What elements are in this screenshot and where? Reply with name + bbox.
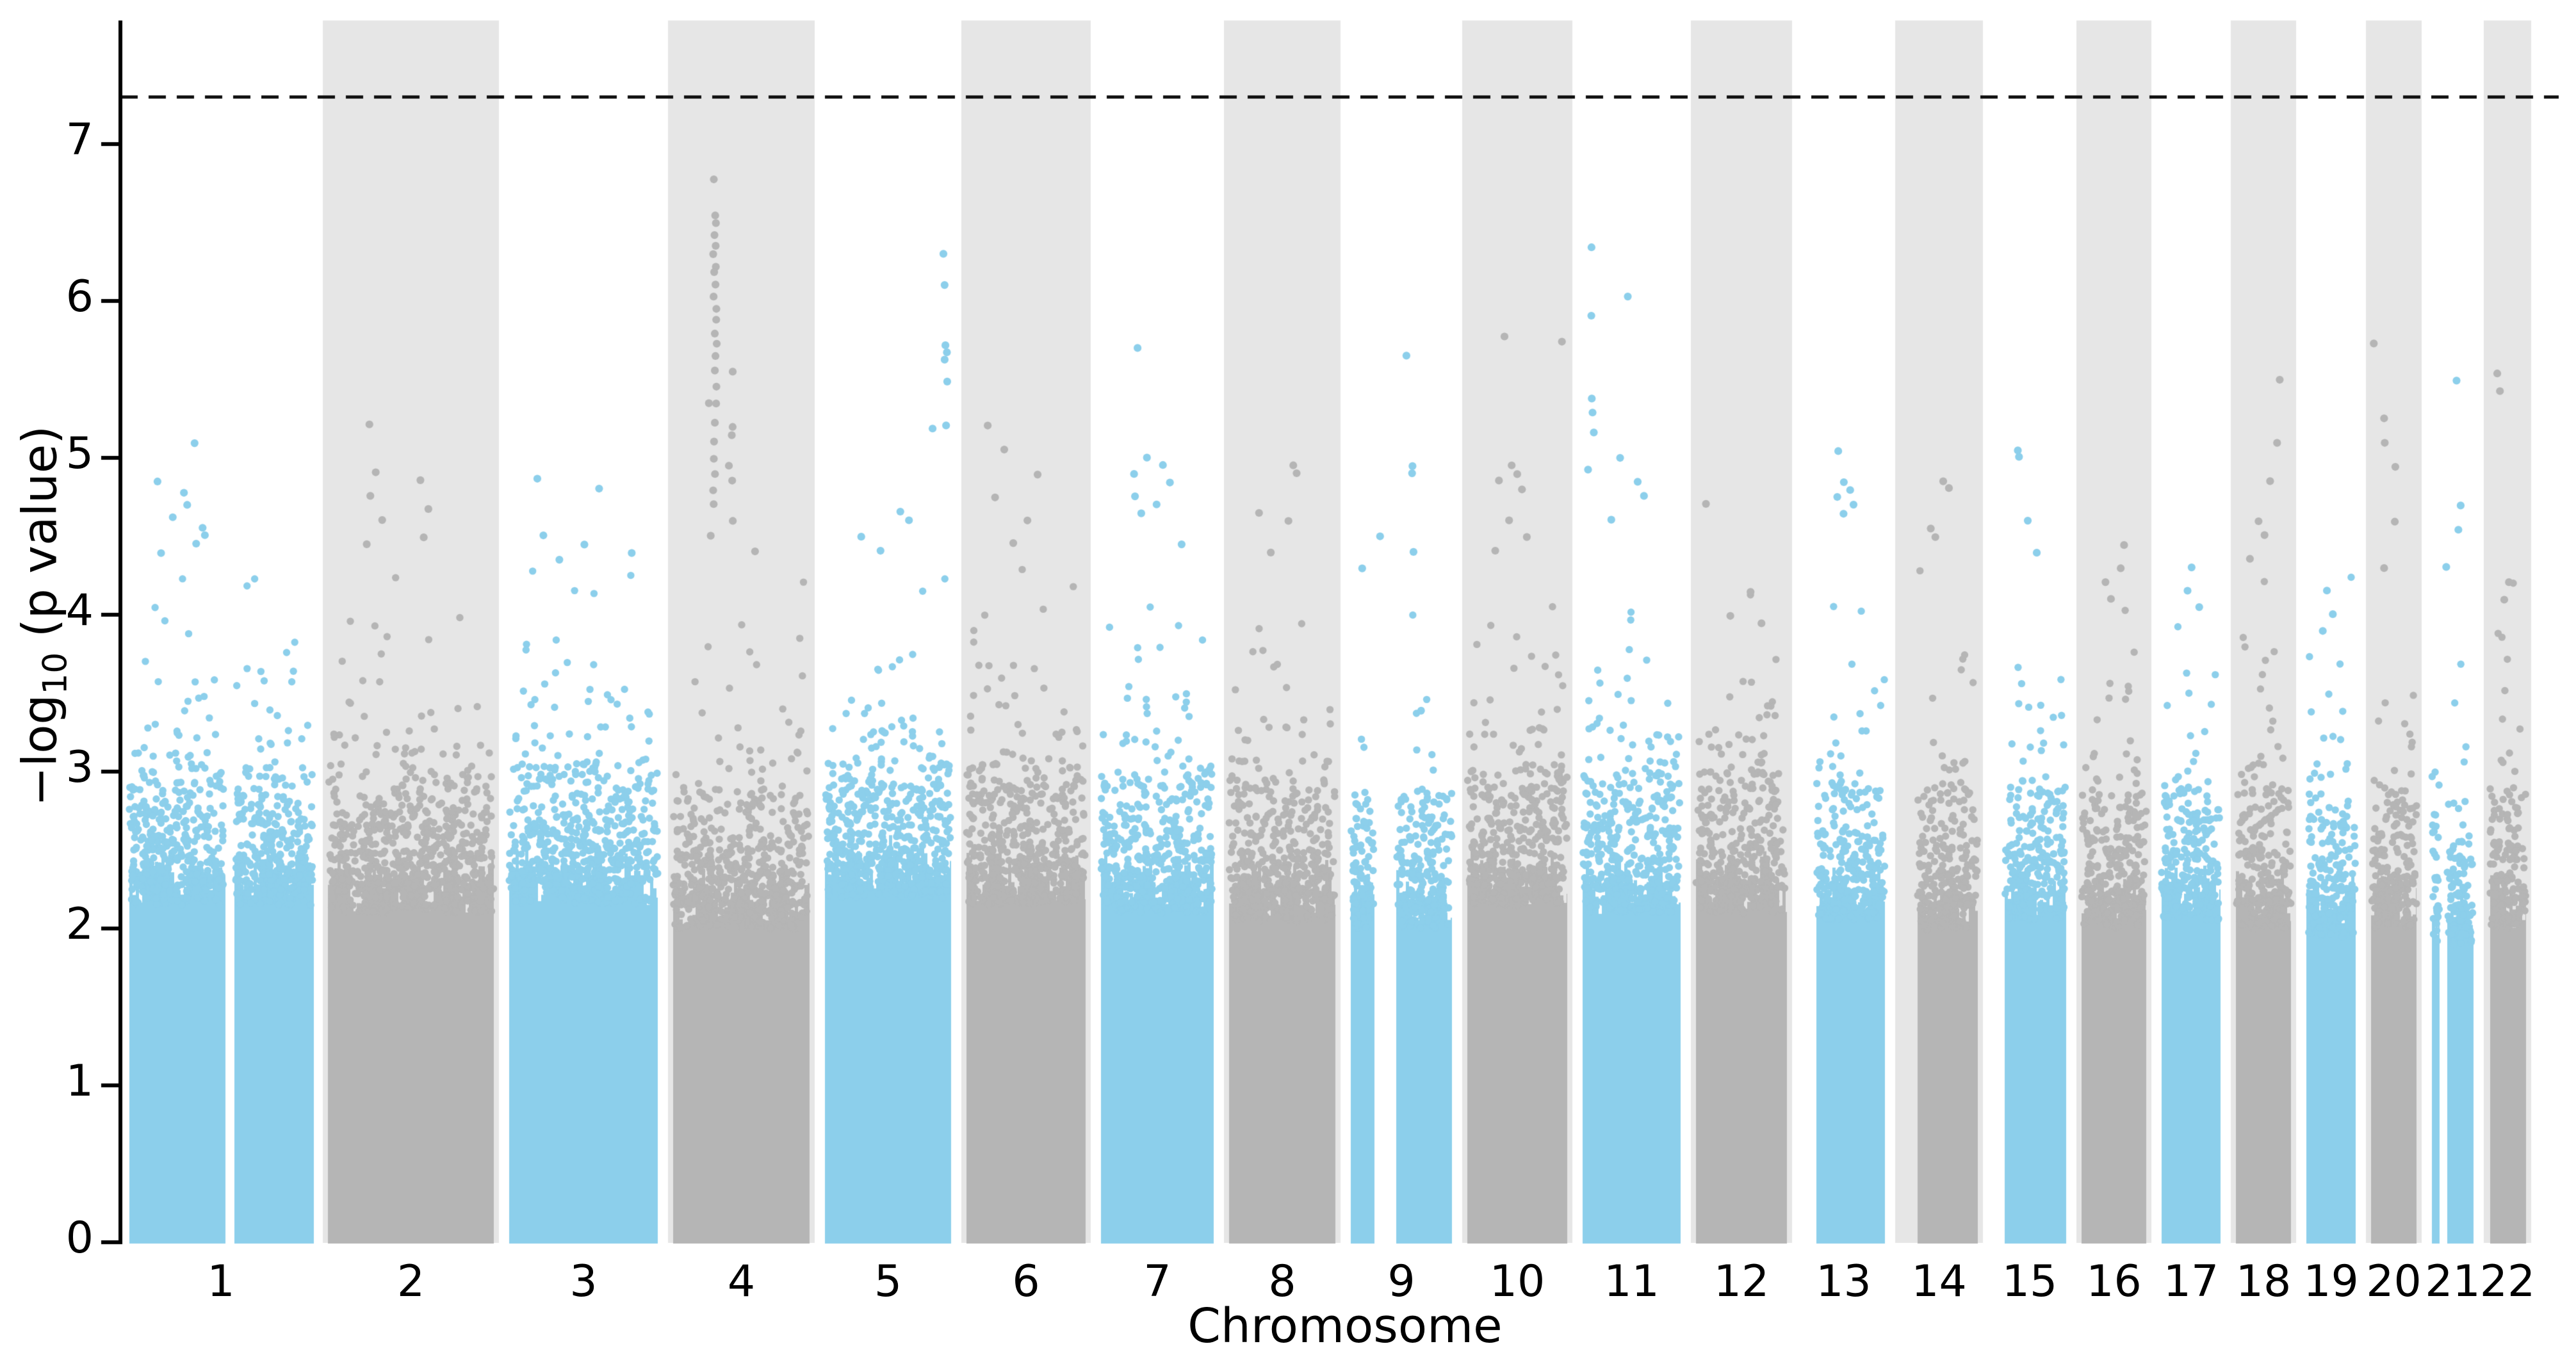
chromosome-label-7: 7 — [1143, 1256, 1171, 1307]
chromosome-label-21: 21 — [2425, 1256, 2481, 1307]
chromosome-label-3: 3 — [569, 1256, 598, 1307]
chromosome-label-15: 15 — [2001, 1256, 2058, 1307]
chromosome-label-20: 20 — [2366, 1256, 2422, 1307]
y-tick-label: 6 — [65, 272, 94, 322]
chromosome-label-14: 14 — [1911, 1256, 1967, 1307]
chromosome-label-19: 19 — [2303, 1256, 2359, 1307]
chromosome-label-13: 13 — [1816, 1256, 1871, 1307]
chromosome-label-12: 12 — [1713, 1256, 1770, 1307]
y-tick-label: 2 — [65, 899, 94, 950]
y-tick-label: 3 — [65, 742, 94, 793]
chromosome-label-5: 5 — [874, 1256, 902, 1307]
y-tick-label: 7 — [65, 115, 94, 165]
y-tick-label: 1 — [65, 1056, 94, 1107]
x-axis-title: Chromosome — [1187, 1299, 1503, 1354]
chromosome-label-16: 16 — [2086, 1256, 2142, 1307]
chromosome-label-4: 4 — [727, 1256, 756, 1307]
y-tick-label: 4 — [65, 585, 94, 636]
y-tick-label: 5 — [65, 428, 94, 479]
chromosome-label-1: 1 — [207, 1256, 235, 1307]
chromosome-label-6: 6 — [1012, 1256, 1040, 1307]
y-tick-label: 0 — [65, 1213, 94, 1263]
chromosome-label-18: 18 — [2235, 1256, 2292, 1307]
chromosome-label-8: 8 — [1268, 1256, 1296, 1307]
chromosome-label-10: 10 — [1489, 1256, 1545, 1307]
y-axis-title-subscript: 10 — [36, 652, 75, 695]
chromosome-label-2: 2 — [396, 1256, 425, 1307]
chromosome-label-9: 9 — [1387, 1256, 1415, 1307]
chromosome-label-17: 17 — [2163, 1256, 2219, 1307]
chromosome-label-11: 11 — [1604, 1256, 1659, 1307]
chromosome-label-22: 22 — [2479, 1256, 2536, 1307]
